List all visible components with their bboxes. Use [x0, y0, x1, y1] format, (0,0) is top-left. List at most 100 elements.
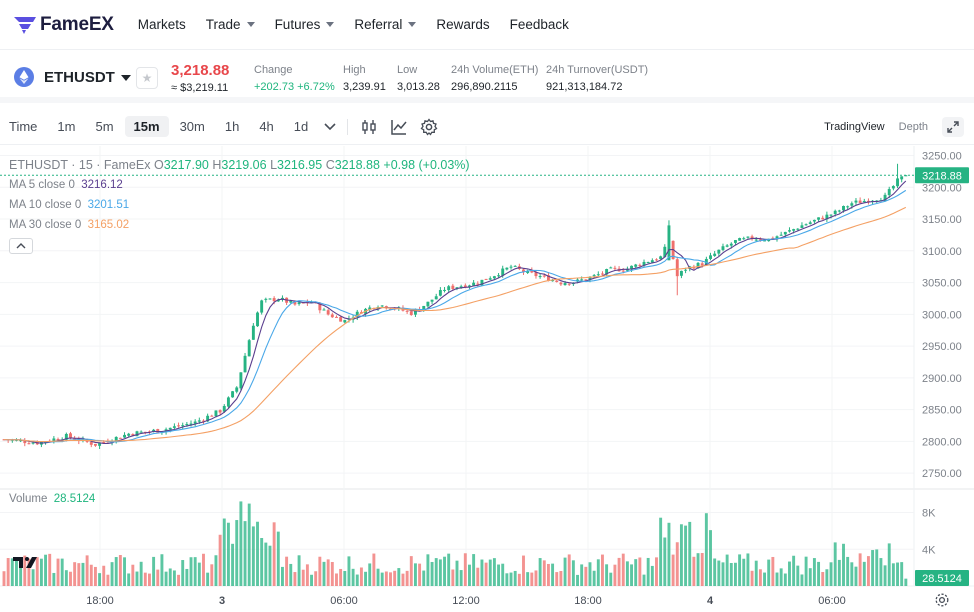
candle-body — [850, 203, 854, 206]
volume-bar — [418, 563, 422, 586]
chart-toolbar: Time 1m 5m 15m 30m 1h 4h 1d TradingView Depth — [0, 109, 974, 145]
candle-body — [634, 264, 638, 267]
gear-icon[interactable] — [414, 115, 444, 139]
volume-bar — [501, 563, 505, 586]
volume-bar — [218, 534, 222, 586]
volume-bar — [343, 571, 347, 586]
chart-settings-icon[interactable] — [934, 592, 950, 608]
volume-bar — [584, 566, 588, 586]
candle-body — [887, 189, 891, 196]
candle-body — [584, 279, 588, 281]
volume-bar — [788, 561, 791, 586]
volume-bar — [792, 555, 796, 586]
volume-bar — [696, 553, 700, 586]
ma10-line — [3, 189, 907, 443]
volume-bar — [60, 558, 64, 586]
volume-bar — [505, 573, 509, 586]
time-label[interactable]: Time — [9, 119, 38, 134]
stat-turnover-value: 921,313,184.72 — [546, 81, 623, 93]
candlestick-type-icon[interactable] — [354, 115, 384, 139]
candle-body — [497, 275, 501, 277]
timeframe-5m[interactable]: 5m — [95, 119, 114, 134]
volume-bar — [31, 569, 35, 586]
volume-bar — [567, 554, 571, 586]
nav-item-rewards[interactable]: Rewards — [436, 17, 489, 32]
price-chart[interactable]: 3250.00 3200.00 3150.00 3100.00 3050.00 3000.… — [0, 146, 974, 612]
volume-bar — [235, 520, 239, 586]
symbol-selector[interactable]: ETHUSDT — [44, 69, 131, 86]
candle-body — [260, 300, 264, 313]
volume-bar — [64, 570, 68, 586]
legend-o-label: O — [153, 158, 164, 172]
chart-canvas[interactable]: 3250.00 3200.00 3150.00 3100.00 3050.00 3000.… — [0, 146, 974, 612]
volume-tick-label: 8K — [922, 508, 936, 520]
timeframe-1h[interactable]: 1h — [224, 119, 240, 134]
volume-bar — [347, 556, 351, 586]
timeframe-1d[interactable]: 1d — [293, 119, 309, 134]
nav-item-futures[interactable]: Futures — [275, 17, 335, 32]
volume-bar — [746, 553, 750, 586]
candle-body — [98, 442, 102, 446]
indicators-icon[interactable] — [384, 115, 414, 139]
volume-bar — [646, 557, 650, 586]
view-tradingview[interactable]: TradingView — [824, 121, 885, 133]
candle-body — [530, 269, 534, 273]
timeframe-30m[interactable]: 30m — [179, 119, 205, 134]
candle-body — [434, 296, 438, 300]
nav-item-trade[interactable]: Trade — [206, 17, 255, 32]
view-depth[interactable]: Depth — [898, 121, 928, 133]
timeframe-1m[interactable]: 1m — [57, 119, 76, 134]
stat-change: Change +202.73 +6.72% — [254, 64, 335, 93]
volume-bar — [754, 560, 758, 586]
volume-bar — [264, 542, 268, 586]
candle-body — [156, 429, 160, 433]
candle-body — [89, 442, 93, 445]
fullscreen-icon[interactable] — [942, 117, 964, 137]
volume-bar — [592, 570, 596, 586]
volume-bar — [197, 562, 201, 586]
candle-body — [821, 217, 825, 220]
nav-item-referral[interactable]: Referral — [354, 17, 417, 32]
volume-bar — [123, 557, 126, 586]
candle-body — [804, 224, 808, 226]
ma5-label: MA 5 close 0 — [9, 179, 75, 191]
volume-bar — [804, 556, 808, 586]
ticker-bar: ETHUSDT ★ 3,218.88 ≈ $3,219.11 Change +2… — [0, 51, 974, 103]
collapse-legend-button[interactable] — [9, 238, 33, 254]
volume-label: Volume — [9, 493, 48, 505]
candle-body — [380, 305, 384, 307]
volume-bar — [613, 564, 617, 586]
candle-body — [447, 286, 451, 291]
brand-logo[interactable]: FameEX — [14, 14, 114, 36]
nav-item-label: Rewards — [436, 17, 490, 32]
volume-bar — [239, 501, 243, 586]
volume-bar — [168, 568, 172, 586]
candle-body — [837, 210, 841, 212]
volume-value: 28.5124 — [53, 493, 96, 505]
volume-bar — [322, 561, 326, 586]
volume-bar — [480, 559, 484, 586]
volume-bar — [725, 554, 729, 586]
chevron-down-icon[interactable] — [319, 115, 341, 139]
price-tick-label: 2800.00 — [922, 436, 962, 448]
timeframe-15m[interactable]: 15m — [124, 116, 169, 137]
price-tick-label: 3250.00 — [922, 151, 962, 163]
volume-bar — [580, 564, 584, 586]
volume-bar — [114, 557, 118, 586]
nav-item-feedback[interactable]: Feedback — [510, 17, 569, 32]
volume-bar — [679, 524, 683, 586]
candle-body — [210, 415, 214, 417]
volume-bar — [559, 570, 563, 586]
price-tick-label: 2750.00 — [922, 468, 962, 480]
candle-body — [721, 246, 725, 250]
volume-bar — [172, 570, 176, 586]
nav-item-markets[interactable]: Markets — [138, 17, 186, 32]
timeframe-4h[interactable]: 4h — [259, 119, 274, 134]
volume-bar — [285, 556, 289, 586]
volume-bar — [517, 573, 521, 586]
candle-body — [181, 425, 185, 427]
candle-body — [185, 423, 189, 425]
tradingview-logo-icon[interactable] — [10, 551, 40, 573]
legend-l-label: L — [270, 158, 278, 172]
favorite-star-icon[interactable]: ★ — [136, 67, 158, 89]
